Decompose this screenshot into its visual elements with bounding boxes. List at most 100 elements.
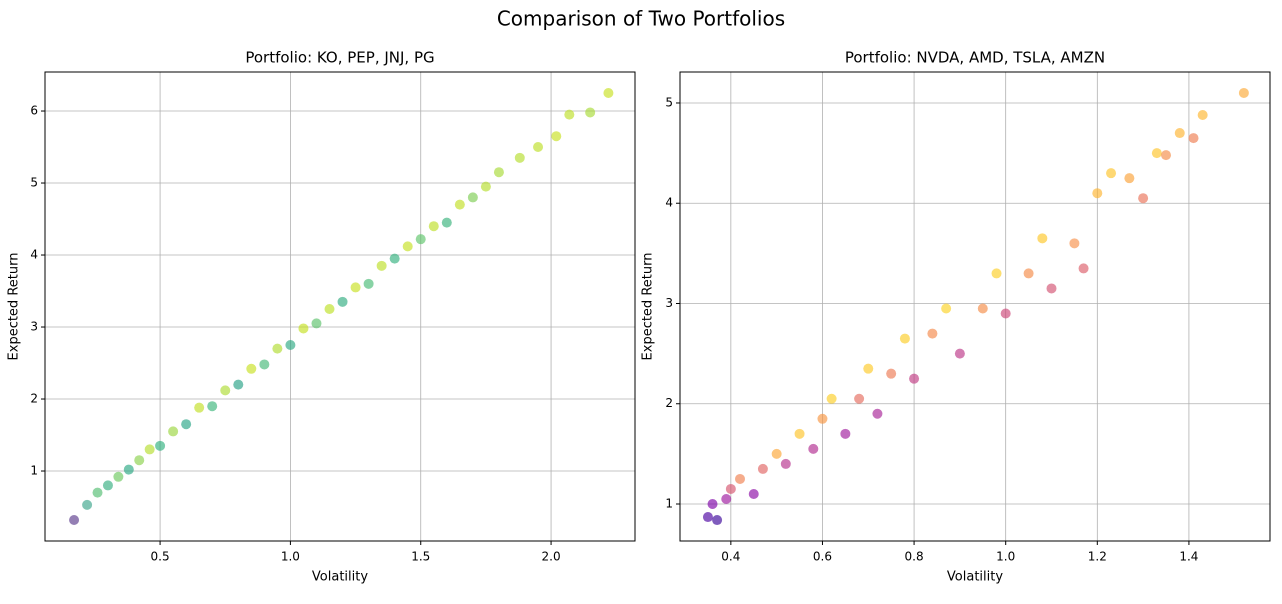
point [82, 499, 93, 510]
x-tick-label: 1.2 [1088, 550, 1107, 564]
x-tick-label: 1.4 [1179, 550, 1198, 564]
point [1197, 110, 1208, 121]
point [376, 260, 387, 271]
point [1023, 268, 1034, 279]
y-axis-label: Expected Return [641, 253, 656, 361]
x-tick-label: 2.0 [542, 550, 561, 564]
point [1069, 238, 1080, 249]
point [415, 234, 426, 245]
point [1124, 173, 1135, 184]
x-tick-label: 1.5 [411, 550, 430, 564]
point [1037, 233, 1048, 244]
point [1106, 168, 1117, 179]
point [514, 152, 525, 163]
point [1138, 193, 1149, 204]
point [735, 473, 746, 484]
point [817, 413, 828, 424]
point [324, 304, 335, 315]
point [748, 488, 759, 499]
x-tick-label: 1.0 [996, 550, 1015, 564]
x-tick-label: 0.4 [721, 550, 740, 564]
point [826, 393, 837, 404]
point [551, 131, 562, 142]
axes-title: Portfolio: NVDA, AMD, TSLA, AMZN [845, 49, 1105, 67]
axes-frame [679, 71, 1271, 542]
point [780, 458, 791, 469]
point [941, 303, 952, 314]
point [1238, 87, 1249, 98]
point [220, 385, 231, 396]
figure-title: Comparison of Two Portfolios [497, 7, 785, 31]
point [389, 253, 400, 264]
point [702, 512, 713, 523]
point [350, 282, 361, 293]
point [181, 419, 192, 430]
y-tick-label: 2 [30, 392, 38, 406]
x-axis-label: Volatility [312, 570, 368, 585]
point [808, 443, 819, 454]
point [454, 199, 465, 210]
y-tick-label: 2 [665, 396, 673, 410]
point [92, 487, 103, 498]
point [954, 348, 965, 359]
point [1078, 263, 1089, 274]
point [311, 318, 322, 329]
y-tick-label: 3 [30, 320, 38, 334]
point [207, 401, 218, 412]
point [233, 379, 244, 390]
point [402, 241, 413, 252]
point [585, 107, 596, 118]
point [712, 515, 723, 526]
point [721, 493, 732, 504]
point [899, 333, 910, 344]
point [102, 480, 113, 491]
point [909, 373, 920, 384]
point [1046, 283, 1057, 294]
point [1092, 188, 1103, 199]
point [533, 142, 544, 153]
point [428, 221, 439, 232]
point [441, 217, 452, 228]
x-axis-label: Volatility [947, 570, 1003, 585]
point [927, 328, 938, 339]
point [840, 428, 851, 439]
y-tick-label: 4 [665, 196, 673, 210]
point [707, 499, 718, 510]
point [757, 463, 768, 474]
point [977, 303, 988, 314]
point [794, 428, 805, 439]
point [1161, 150, 1172, 161]
y-tick-label: 5 [30, 176, 38, 190]
point [272, 343, 283, 354]
point [872, 408, 883, 419]
point [298, 323, 309, 334]
point [113, 471, 124, 482]
point [467, 192, 478, 203]
point [144, 444, 155, 455]
point [480, 181, 491, 192]
x-tick-label: 0.6 [813, 550, 832, 564]
point [603, 88, 614, 99]
y-axis-label: Expected Return [7, 253, 22, 361]
point [1188, 133, 1199, 144]
point [259, 359, 270, 370]
y-tick-label: 3 [665, 296, 673, 310]
point [168, 426, 179, 437]
point [363, 278, 374, 289]
point [886, 368, 897, 379]
axes-frame [44, 71, 636, 542]
y-tick-label: 6 [30, 104, 38, 118]
point [123, 464, 134, 475]
axes-title: Portfolio: KO, PEP, JNJ, PG [245, 49, 434, 67]
point [854, 393, 865, 404]
point [69, 514, 80, 525]
x-tick-label: 0.5 [151, 550, 170, 564]
y-tick-label: 5 [665, 95, 673, 109]
point [725, 483, 736, 494]
point [285, 340, 296, 351]
point [337, 296, 348, 307]
point [1174, 128, 1185, 139]
point [194, 402, 205, 413]
